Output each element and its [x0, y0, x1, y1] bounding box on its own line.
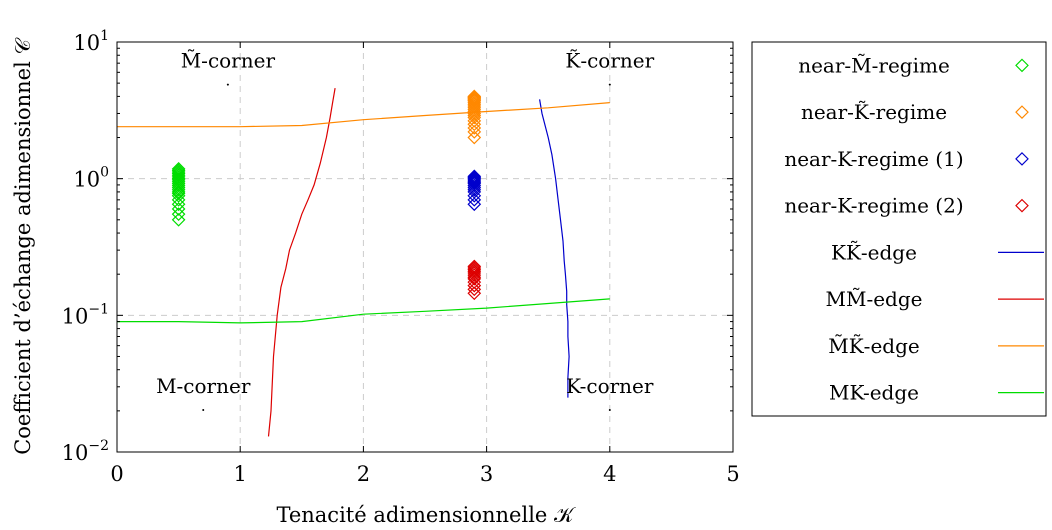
data-point	[467, 259, 482, 274]
series-line-6	[117, 102, 610, 128]
series-markers-1	[467, 89, 482, 145]
data-point	[171, 212, 186, 227]
data-point	[467, 89, 482, 104]
legend-entry: near-K-regime (2)	[784, 194, 1029, 218]
legend-entry: near-M̃-regime	[798, 53, 1029, 77]
x-tick-label: 3	[480, 462, 493, 486]
y-tick-label: 10−1	[62, 301, 109, 328]
data-point	[171, 207, 186, 221]
legend-entry: M̃K̃-edge	[828, 334, 1044, 358]
data-point	[467, 171, 482, 186]
legend-entry: near-K-regime (1)	[784, 147, 1029, 171]
data-point	[467, 170, 482, 185]
legend-label: near-K-regime (2)	[784, 194, 963, 218]
data-point	[171, 163, 186, 178]
legend-entry: near-K̃-regime	[801, 100, 1029, 124]
series-markers-0	[171, 161, 186, 227]
series-markers-2	[467, 169, 482, 212]
y-tick-label: 101	[73, 28, 109, 55]
legend-label: near-K̃-regime	[801, 100, 947, 124]
plot-frame	[116, 41, 734, 453]
grid	[117, 42, 733, 452]
data-point	[467, 169, 482, 184]
legend-entry: KK̃-edge	[831, 240, 1044, 264]
data-point	[467, 261, 482, 275]
svg-text:M̃-corner: M̃-corner	[181, 49, 276, 73]
legend-label: near-K-regime (1)	[784, 147, 963, 171]
m-corner-label: M-corner	[156, 374, 251, 412]
y-tick-label: 100	[73, 165, 109, 192]
svg-text:K̃-corner: K̃-corner	[565, 49, 654, 73]
x-tick-label: 2	[357, 462, 370, 486]
legend-box	[751, 41, 1047, 417]
legend-marker	[1015, 105, 1029, 119]
k-tilde-corner-label: K̃-corner	[565, 49, 655, 86]
legend: near-M̃-regime near-K̃-regime near-K-regim…	[751, 41, 1047, 417]
x-tick-label: 1	[234, 462, 247, 486]
data-point	[467, 286, 482, 301]
x-tick-label: 4	[603, 462, 616, 486]
legend-entry: MK-edge	[829, 381, 1044, 405]
data-point	[171, 161, 186, 176]
x-tick-label: 0	[110, 462, 123, 486]
legend-marker	[1015, 198, 1029, 213]
y-axis-title: Coefficient d’échange adimensionnel 𝒞	[11, 38, 35, 455]
axes: 0 1 2 3 4 5 10−2 10−1 100 101	[62, 28, 740, 486]
legend-marker	[1015, 152, 1029, 166]
k-corner-label: K-corner	[566, 374, 654, 412]
legend-label: near-M̃-regime	[798, 53, 950, 77]
legend-marker	[1015, 58, 1029, 73]
y-tick-label: 10−2	[62, 438, 109, 465]
legend-label: MK-edge	[829, 381, 919, 405]
data-point	[171, 165, 186, 179]
x-tick-label: 5	[726, 462, 739, 486]
svg-text:M-corner: M-corner	[156, 374, 251, 398]
x-axis-title: Tenacité adimensionnelle 𝒦	[276, 503, 576, 527]
m-tilde-corner-label: M̃-corner	[181, 49, 276, 86]
corner-labels: M̃-corner K̃-corner M-corner K-corner	[156, 49, 655, 412]
legend-label: M̃K̃-edge	[828, 334, 919, 358]
legend-label: MM̃-edge	[826, 287, 923, 311]
svg-text:K-corner: K-corner	[566, 374, 654, 398]
data-point	[467, 130, 482, 145]
data-point	[467, 197, 482, 212]
series-line-5	[267, 87, 336, 437]
legend-label: KK̃-edge	[831, 240, 917, 264]
series-line-7	[117, 298, 610, 324]
series-line-4	[539, 99, 570, 398]
legend-entry: MM̃-edge	[826, 287, 1044, 311]
series-layer	[117, 87, 610, 437]
series-markers-3	[467, 259, 482, 301]
